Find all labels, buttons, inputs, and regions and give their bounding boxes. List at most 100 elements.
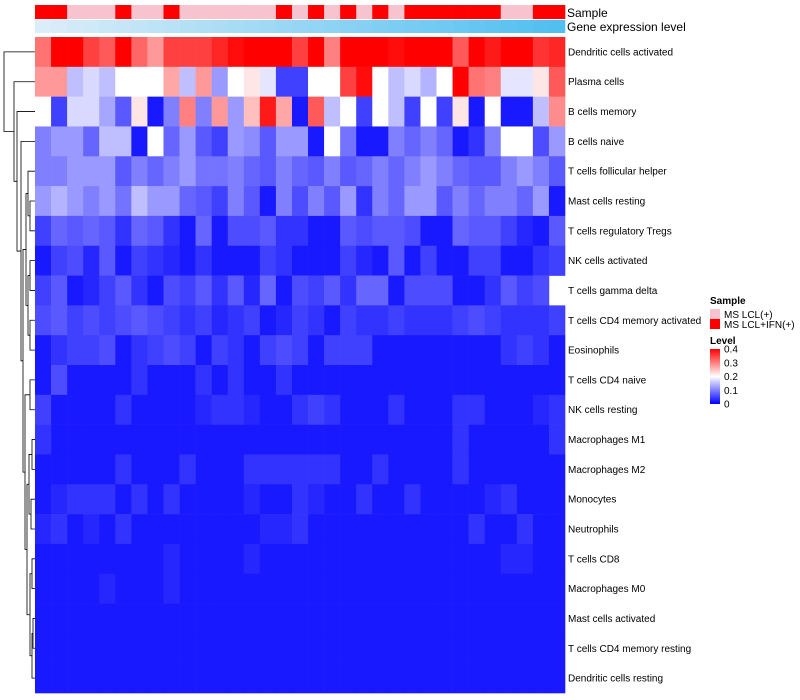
heatmap-cell bbox=[436, 603, 453, 634]
heatmap-cell bbox=[67, 484, 84, 515]
heatmap-cell bbox=[243, 484, 261, 515]
heatmap-cell bbox=[275, 484, 293, 515]
dendrogram-branch bbox=[28, 454, 32, 515]
heatmap-cell bbox=[388, 633, 405, 664]
heatmap-cell bbox=[243, 394, 261, 425]
row-label: T cells CD4 memory resting bbox=[568, 644, 691, 655]
sample-annotation-cell bbox=[532, 5, 550, 19]
heatmap-cell bbox=[388, 37, 405, 68]
heatmap-cell bbox=[195, 514, 212, 545]
heatmap-cell bbox=[484, 543, 502, 575]
heatmap-cell bbox=[67, 633, 84, 664]
heatmap-cell bbox=[147, 365, 164, 396]
heatmap-cell bbox=[324, 335, 341, 366]
heatmap-cell bbox=[356, 245, 373, 276]
heatmap-cell bbox=[115, 305, 132, 336]
heatmap-cell bbox=[291, 543, 309, 575]
heatmap-cell bbox=[388, 543, 405, 575]
heatmap-cell bbox=[484, 454, 502, 485]
heatmap-cell bbox=[532, 603, 550, 634]
heatmap-cell bbox=[308, 484, 325, 515]
heatmap-cell bbox=[452, 573, 469, 604]
heatmap-cell bbox=[115, 454, 132, 485]
heatmap-cell bbox=[179, 365, 196, 396]
heatmap-cell bbox=[516, 484, 534, 515]
heatmap-cell bbox=[243, 543, 261, 575]
heatmap-cell bbox=[420, 603, 437, 634]
heatmap-cell bbox=[500, 275, 518, 306]
heatmap-cell bbox=[259, 454, 277, 485]
heatmap-cell bbox=[532, 126, 550, 157]
dendrogram-branch bbox=[26, 483, 30, 616]
heatmap-cell bbox=[516, 633, 534, 664]
heatmap-cell bbox=[291, 394, 309, 425]
gene-expression-annotation-cell bbox=[195, 20, 212, 33]
heatmap-cell bbox=[147, 96, 164, 127]
heatmap-cell bbox=[115, 186, 132, 217]
heatmap-cell bbox=[99, 394, 116, 425]
sample-annotation-cell bbox=[211, 5, 229, 19]
heatmap-cell bbox=[436, 454, 453, 485]
heatmap-cell bbox=[420, 573, 437, 604]
heatmap-cell bbox=[372, 186, 389, 217]
heatmap-cell bbox=[420, 96, 437, 127]
heatmap-cell bbox=[532, 394, 550, 425]
heatmap-cell bbox=[51, 96, 68, 127]
heatmap-cell bbox=[291, 156, 309, 187]
heatmap-cell bbox=[404, 66, 421, 97]
heatmap-cell bbox=[83, 603, 100, 634]
sample-annotation-bar bbox=[35, 5, 566, 19]
heatmap-cell bbox=[195, 663, 212, 694]
heatmap-cell bbox=[211, 603, 229, 634]
heatmap-cell bbox=[420, 66, 437, 97]
gene-expression-annotation-cell bbox=[275, 20, 293, 33]
heatmap-cell bbox=[500, 603, 518, 634]
heatmap-cell bbox=[227, 126, 245, 157]
legend: Sample MS LCL(+) MS LCL+IFN(+) Level 0.4… bbox=[710, 296, 795, 411]
sample-annotation-cell bbox=[179, 5, 196, 19]
heatmap-cell bbox=[340, 275, 357, 306]
gene-expression-annotation-cell bbox=[404, 20, 421, 33]
heatmap-cell bbox=[388, 603, 405, 634]
heatmap-cell bbox=[259, 424, 277, 455]
heatmap-cell bbox=[484, 186, 502, 217]
heatmap-cell bbox=[468, 66, 485, 97]
heatmap-cell bbox=[500, 156, 518, 187]
heatmap-cell bbox=[468, 245, 485, 276]
heatmap-cell bbox=[259, 335, 277, 366]
heatmap-cell bbox=[468, 543, 485, 575]
heatmap-cell bbox=[484, 394, 502, 425]
heatmap-cell bbox=[388, 484, 405, 515]
heatmap-cell bbox=[195, 275, 212, 306]
heatmap-cell bbox=[147, 514, 164, 545]
heatmap-cell bbox=[243, 126, 261, 157]
heatmap-cell bbox=[99, 454, 116, 485]
heatmap-cell bbox=[147, 484, 164, 515]
heatmap-cell bbox=[340, 514, 357, 545]
row-label: Mast cells resting bbox=[568, 197, 645, 208]
heatmap-cell bbox=[83, 66, 100, 97]
heatmap-cell bbox=[452, 275, 469, 306]
heatmap-cell bbox=[131, 186, 148, 217]
heatmap-cell bbox=[179, 305, 196, 336]
heatmap-cell bbox=[452, 335, 469, 366]
heatmap-cell bbox=[115, 275, 132, 306]
heatmap-cell bbox=[35, 394, 52, 425]
heatmap-cell bbox=[484, 633, 502, 664]
heatmap-cell bbox=[227, 215, 245, 247]
heatmap-cell bbox=[291, 633, 309, 664]
heatmap-cell bbox=[324, 394, 341, 425]
heatmap-cell bbox=[308, 335, 325, 366]
heatmap-cell bbox=[275, 424, 293, 455]
heatmap-cell bbox=[195, 37, 212, 68]
heatmap-cell bbox=[516, 514, 534, 545]
heatmap-cell bbox=[243, 215, 261, 247]
heatmap-cell bbox=[308, 66, 325, 97]
heatmap-cell bbox=[324, 186, 341, 217]
heatmap-cell bbox=[452, 186, 469, 217]
heatmap-cell bbox=[147, 394, 164, 425]
heatmap-cell bbox=[83, 126, 100, 157]
gene-expression-annotation-cell bbox=[243, 20, 261, 33]
heatmap-cell bbox=[131, 335, 148, 366]
heatmap-cell bbox=[67, 66, 84, 97]
